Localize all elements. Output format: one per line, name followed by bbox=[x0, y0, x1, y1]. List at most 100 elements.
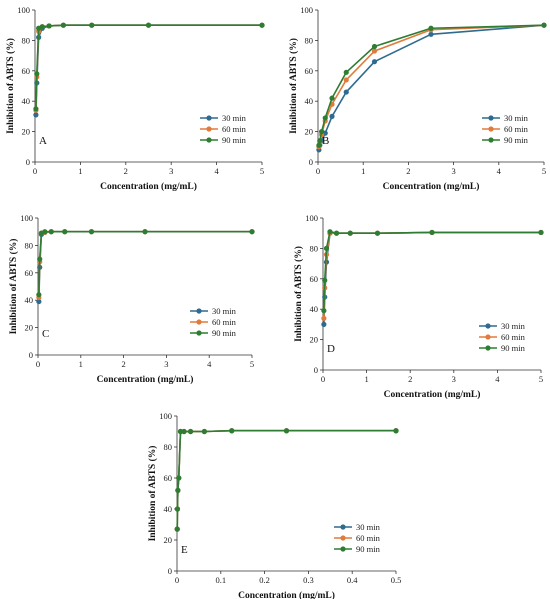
legend-swatch-marker bbox=[488, 126, 494, 132]
data-point bbox=[42, 229, 48, 235]
legend-swatch-marker bbox=[485, 323, 491, 329]
data-point bbox=[33, 112, 39, 118]
data-point bbox=[371, 48, 378, 54]
data-point bbox=[88, 229, 95, 235]
data-point bbox=[329, 95, 335, 101]
x-tick-label: 1 bbox=[79, 359, 83, 369]
data-point bbox=[176, 475, 182, 481]
legend-swatch-marker bbox=[206, 137, 212, 143]
chart-panel-b: 0 1 2 3 4 5 0 20 40 60 80 100 Concentration (mg/mL) I… bbox=[288, 5, 547, 192]
x-tick-label: 0 bbox=[36, 359, 40, 369]
data-point bbox=[393, 428, 399, 434]
y-axis-label: Inhibition of ABTS (%) bbox=[147, 446, 158, 542]
x-tick-label: 0 bbox=[321, 374, 325, 384]
y-tick-label: 20 bbox=[305, 127, 314, 137]
y-tick-label: 60 bbox=[305, 66, 314, 76]
y-tick-label: 100 bbox=[305, 213, 318, 223]
x-tick-label: 5 bbox=[260, 166, 264, 176]
x-tick-label: 1 bbox=[78, 166, 82, 176]
series-line-60-min bbox=[38, 230, 252, 298]
x-tick-label: 4 bbox=[214, 166, 219, 176]
y-tick-label: 40 bbox=[305, 96, 314, 106]
legend-swatch-marker bbox=[340, 524, 346, 530]
data-point bbox=[46, 23, 52, 29]
y-tick-label: 0 bbox=[314, 365, 318, 375]
series-line-30-min bbox=[35, 24, 262, 115]
x-axis-label: Concentration (mg/mL) bbox=[100, 181, 197, 192]
data-point bbox=[321, 308, 327, 314]
y-tick-label: 80 bbox=[25, 240, 34, 250]
x-tick-label: 0.5 bbox=[391, 575, 402, 585]
y-tick-label: 60 bbox=[164, 473, 173, 483]
y-tick-label: 100 bbox=[300, 5, 313, 15]
legend-swatch-marker bbox=[206, 126, 212, 132]
data-point bbox=[249, 229, 255, 235]
data-point bbox=[347, 230, 353, 236]
panel-label: C bbox=[42, 328, 49, 340]
legend-entry: 90 min bbox=[356, 544, 381, 554]
data-point bbox=[343, 89, 349, 95]
data-point bbox=[187, 428, 194, 435]
series-line-60-min bbox=[35, 24, 262, 111]
x-tick-label: 4 bbox=[497, 166, 502, 176]
series-line-30-min bbox=[176, 429, 396, 530]
data-point bbox=[201, 428, 207, 435]
y-tick-label: 60 bbox=[25, 268, 34, 278]
y-tick-label: 20 bbox=[25, 323, 34, 333]
data-point bbox=[145, 22, 152, 28]
x-axis-label: Concentration (mg/mL) bbox=[97, 374, 194, 385]
x-tick-label: 0 bbox=[316, 166, 320, 176]
legend-entry: 90 min bbox=[222, 135, 247, 145]
series-line-90-min bbox=[323, 230, 541, 311]
legend-entry: 30 min bbox=[356, 522, 381, 532]
x-tick-label: 0.3 bbox=[303, 575, 314, 585]
legend-entry: 90 min bbox=[504, 135, 529, 145]
y-tick-label: 60 bbox=[310, 274, 319, 284]
data-point bbox=[33, 106, 39, 112]
y-tick-label: 0 bbox=[168, 566, 172, 576]
y-tick-label: 0 bbox=[26, 157, 30, 167]
legend-swatch-marker bbox=[196, 319, 202, 325]
legend-entry: 90 min bbox=[212, 328, 237, 338]
series-line-60-min bbox=[323, 231, 541, 319]
data-point bbox=[316, 142, 322, 148]
chart-panel-c: 0 1 2 3 4 5 0 20 40 60 80 100 Concentration (mg/mL) I… bbox=[8, 213, 255, 385]
x-tick-label: 4 bbox=[207, 359, 212, 369]
legend-entry: 90 min bbox=[501, 343, 526, 353]
series-line-90-min bbox=[176, 429, 396, 530]
data-point bbox=[429, 229, 435, 236]
x-tick-label: 3 bbox=[164, 359, 168, 369]
series-line-90-min bbox=[35, 24, 262, 109]
x-axis-label: Concentration (mg/mL) bbox=[383, 181, 480, 192]
data-point bbox=[89, 22, 95, 28]
x-tick-label: 0 bbox=[33, 166, 37, 176]
x-tick-label: 1 bbox=[364, 374, 368, 384]
data-point bbox=[48, 229, 54, 235]
y-tick-label: 80 bbox=[305, 35, 314, 45]
legend-entry: 30 min bbox=[501, 321, 526, 331]
y-tick-label: 100 bbox=[17, 5, 30, 15]
legend-swatch-marker bbox=[196, 330, 202, 336]
data-point bbox=[317, 138, 323, 144]
y-axis-label: Inhibition of ABTS (%) bbox=[288, 38, 299, 134]
y-tick-label: 100 bbox=[20, 213, 33, 223]
data-point bbox=[36, 298, 42, 305]
x-tick-label: 0 bbox=[175, 575, 179, 585]
x-tick-label: 5 bbox=[542, 166, 546, 176]
y-tick-label: 0 bbox=[29, 350, 33, 360]
data-point bbox=[329, 113, 335, 119]
data-point bbox=[374, 230, 381, 236]
data-point bbox=[428, 31, 434, 37]
x-tick-label: 0.4 bbox=[347, 575, 358, 585]
y-tick-label: 80 bbox=[164, 442, 173, 452]
chart-panel-e: 0 0.1 0.2 0.3 0.4 0.5 0 20 40 60 80 100 Concentratio… bbox=[147, 411, 401, 599]
data-point bbox=[174, 526, 180, 532]
data-point bbox=[323, 245, 330, 251]
panel-label: A bbox=[39, 135, 47, 147]
data-point bbox=[321, 321, 327, 327]
data-point bbox=[321, 315, 327, 321]
data-point bbox=[259, 22, 265, 28]
data-point bbox=[541, 22, 547, 28]
y-tick-label: 20 bbox=[164, 535, 173, 545]
series-line-30-min bbox=[323, 231, 541, 325]
